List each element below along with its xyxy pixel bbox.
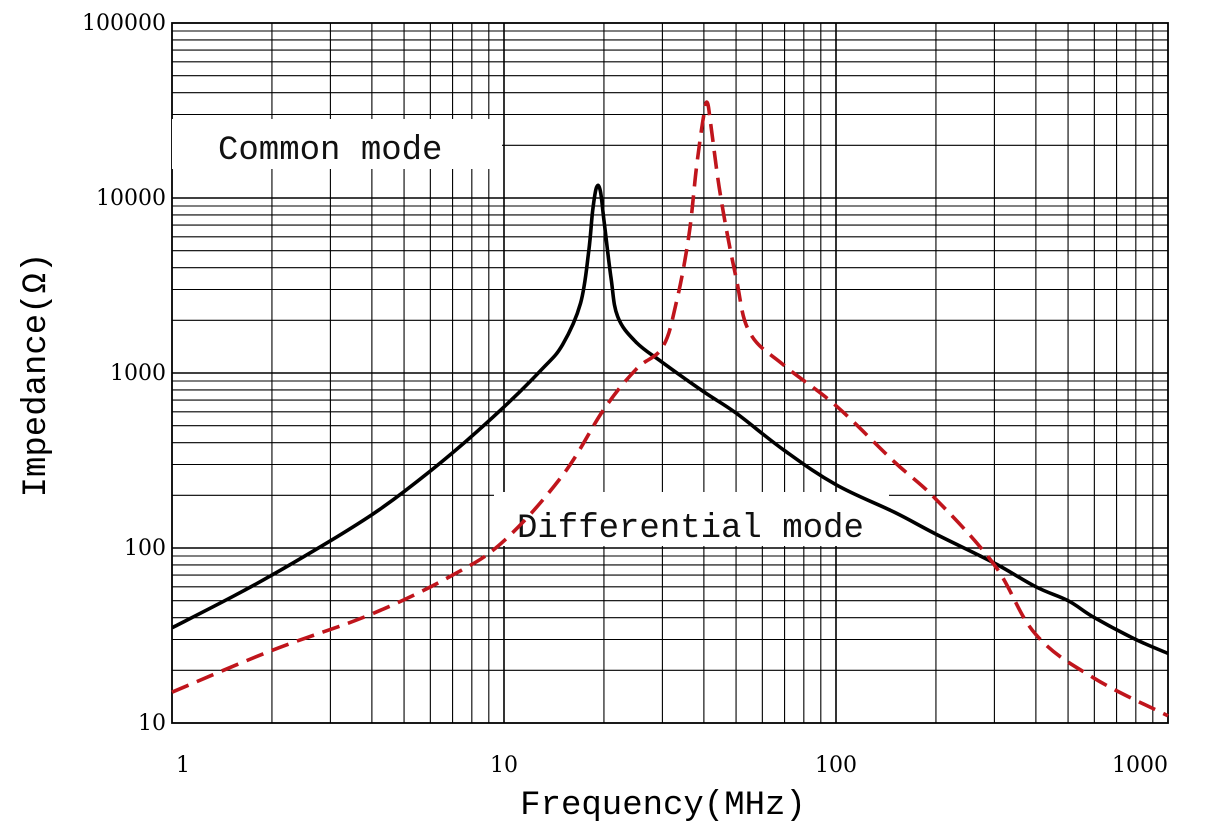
tick-labels: 1 10 100 1000 10 100 1000 10000 100000 (82, 11, 1168, 778)
differential-mode-label-bg (494, 492, 889, 546)
annotations: Common mode Differential mode (172, 119, 889, 548)
x-axis-title: Frequency(MHz) (520, 787, 806, 825)
y-tick-label: 10000 (96, 186, 166, 211)
x-tick-label: 1000 (1112, 753, 1168, 778)
differential-mode-curve (171, 100, 1169, 718)
x-tick-label: 1 (176, 753, 190, 778)
x-tick-label: 100 (815, 753, 857, 778)
differential-mode-label: Differential mode (517, 510, 864, 548)
y-tick-label: 1000 (110, 361, 166, 386)
common-mode-label-bg (172, 119, 502, 169)
y-tick-label: 100 (124, 536, 166, 561)
plot-frame (171, 22, 1169, 724)
series (171, 100, 1169, 718)
plot-border (171, 22, 1169, 724)
x-tick-label: 10 (490, 753, 518, 778)
common-mode-curve (171, 183, 1169, 656)
common-mode-label: Common mode (218, 132, 442, 170)
y-tick-label: 10 (138, 711, 166, 736)
y-tick-label: 100000 (82, 11, 166, 36)
y-axis-title: Impedance(Ω) (18, 253, 56, 498)
